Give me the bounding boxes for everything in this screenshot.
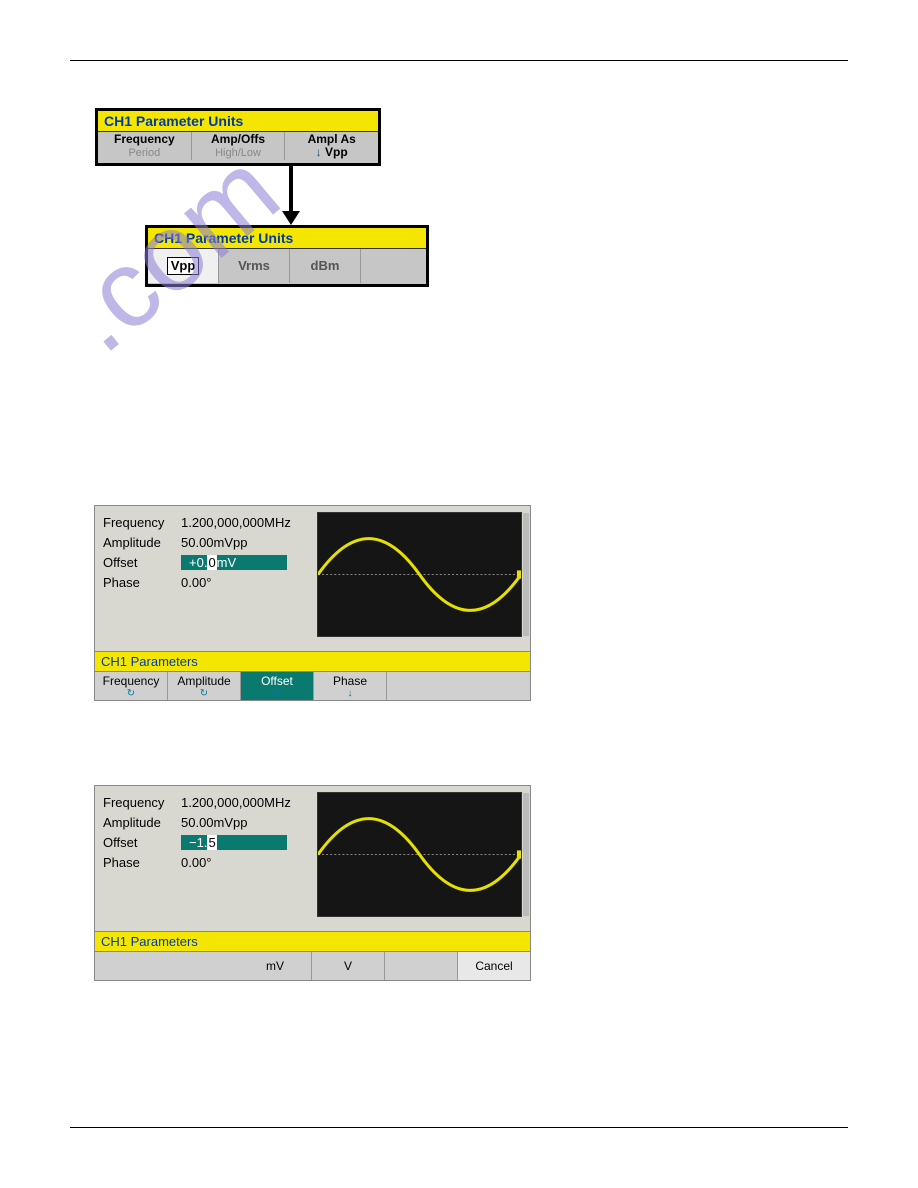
param-label: Amplitude xyxy=(103,815,181,830)
submenu-row: Vpp Vrms dBm xyxy=(148,249,426,283)
footer-rule xyxy=(70,1127,848,1128)
option-vpp[interactable]: Vpp xyxy=(148,249,219,283)
option-label: Vrms xyxy=(238,259,270,273)
waveform-display xyxy=(317,512,522,637)
param-value-highlight[interactable]: +0.0mV xyxy=(181,555,287,570)
cell-top: Frequency xyxy=(114,133,175,146)
tab-label: mV xyxy=(266,959,284,973)
tab-blank xyxy=(167,952,239,980)
param-frequency: Frequency 1.200,000,000MHz xyxy=(103,512,313,532)
scope-panel-1: Frequency 1.200,000,000MHz Amplitude 50.… xyxy=(94,505,531,701)
tab-label: Offset xyxy=(261,674,293,688)
scope-tabs: mV V Cancel xyxy=(95,952,530,980)
param-value: 1.200,000,000MHz xyxy=(181,515,291,530)
param-amplitude: Amplitude 50.00mVpp xyxy=(103,532,313,552)
scope-body: Frequency 1.200,000,000MHz Amplitude 50.… xyxy=(95,786,530,921)
param-phase: Phase 0.00° xyxy=(103,852,313,872)
waveform-display xyxy=(317,792,522,917)
menu-cell-frequency[interactable]: Frequency Period xyxy=(98,132,192,160)
menu-cell-ampl-as[interactable]: Ampl As ↓ Vpp xyxy=(285,132,378,160)
tab-label: Frequency xyxy=(103,674,160,688)
tab-blank xyxy=(459,672,531,700)
scale-icon xyxy=(523,793,529,916)
refresh-icon: ↻ xyxy=(273,688,281,699)
cell-sub-row: ↓ Vpp xyxy=(316,146,348,159)
flow-arrow-icon xyxy=(282,163,300,225)
param-label: Phase xyxy=(103,575,181,590)
scope-tabs: Frequency ↻ Amplitude ↻ Offset ↻ Phase ↓ xyxy=(95,672,530,700)
tab-label: V xyxy=(344,959,352,973)
tab-mv[interactable]: mV xyxy=(239,952,312,980)
param-list: Frequency 1.200,000,000MHz Amplitude 50.… xyxy=(103,512,313,637)
button-label: Cancel xyxy=(475,959,512,973)
tab-frequency[interactable]: Frequency ↻ xyxy=(95,672,168,700)
scope-tabs-header: CH1 Parameters xyxy=(95,651,530,672)
tab-amplitude[interactable]: Amplitude ↻ xyxy=(168,672,241,700)
scale-icon xyxy=(523,513,529,636)
param-label: Offset xyxy=(103,555,181,570)
scope-tabs-header: CH1 Parameters xyxy=(95,931,530,952)
param-label: Offset xyxy=(103,835,181,850)
tab-blank xyxy=(387,672,459,700)
cell-sub: High/Low xyxy=(215,147,261,159)
param-value: 50.00mVpp xyxy=(181,535,248,550)
tab-offset[interactable]: Offset ↻ xyxy=(241,672,314,700)
menu-row: Frequency Period Amp/Offs High/Low Ampl … xyxy=(98,132,378,160)
header-rule xyxy=(70,60,848,61)
param-value: 0.00° xyxy=(181,575,212,590)
parameter-units-submenu: CH1 Parameter Units Vpp Vrms dBm xyxy=(145,225,429,287)
submenu-title: CH1 Parameter Units xyxy=(148,228,426,249)
param-label: Amplitude xyxy=(103,535,181,550)
cell-sub: Period xyxy=(128,147,160,159)
option-label: dBm xyxy=(311,259,340,273)
param-value: 1.200,000,000MHz xyxy=(181,795,291,810)
cell-sub: Vpp xyxy=(325,145,348,159)
menu-title: CH1 Parameter Units xyxy=(98,111,378,132)
scope-body: Frequency 1.200,000,000MHz Amplitude 50.… xyxy=(95,506,530,641)
cell-top: Amp/Offs xyxy=(211,133,265,146)
tab-blank xyxy=(95,952,167,980)
refresh-icon: ↻ xyxy=(127,688,135,699)
scope-panel-2: Frequency 1.200,000,000MHz Amplitude 50.… xyxy=(94,785,531,981)
tab-label: Phase xyxy=(333,674,367,688)
param-value: 50.00mVpp xyxy=(181,815,248,830)
tab-label: Amplitude xyxy=(177,674,230,688)
option-dbm[interactable]: dBm xyxy=(290,249,361,283)
option-blank xyxy=(361,249,426,283)
param-phase: Phase 0.00° xyxy=(103,572,313,592)
tab-v[interactable]: V xyxy=(312,952,385,980)
tab-blank xyxy=(385,952,457,980)
down-arrow-icon: ↓ xyxy=(348,688,353,699)
menu-cell-amp[interactable]: Amp/Offs High/Low xyxy=(192,132,286,160)
param-list: Frequency 1.200,000,000MHz Amplitude 50.… xyxy=(103,792,313,917)
option-label: Vpp xyxy=(167,257,200,275)
option-vrms[interactable]: Vrms xyxy=(219,249,290,283)
down-arrow-icon: ↓ xyxy=(316,145,322,159)
param-label: Frequency xyxy=(103,795,181,810)
cancel-button[interactable]: Cancel xyxy=(457,952,530,980)
param-offset: Offset +0.0mV xyxy=(103,552,313,572)
param-label: Phase xyxy=(103,855,181,870)
param-label: Frequency xyxy=(103,515,181,530)
parameter-units-menu: CH1 Parameter Units Frequency Period Amp… xyxy=(95,108,381,166)
page: .com CH1 Parameter Units Frequency Perio… xyxy=(0,0,918,1188)
param-frequency: Frequency 1.200,000,000MHz xyxy=(103,792,313,812)
param-value-highlight[interactable]: −1.5 xyxy=(181,835,287,850)
tab-phase[interactable]: Phase ↓ xyxy=(314,672,387,700)
refresh-icon: ↻ xyxy=(200,688,208,699)
param-amplitude: Amplitude 50.00mVpp xyxy=(103,812,313,832)
param-offset: Offset −1.5 xyxy=(103,832,313,852)
param-value: 0.00° xyxy=(181,855,212,870)
